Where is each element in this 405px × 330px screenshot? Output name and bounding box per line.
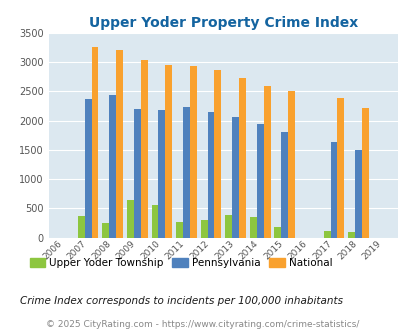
Text: Crime Index corresponds to incidents per 100,000 inhabitants: Crime Index corresponds to incidents per…: [20, 296, 343, 306]
Bar: [249, 217, 256, 238]
Bar: [225, 215, 232, 238]
Bar: [274, 227, 281, 238]
Bar: [281, 132, 288, 238]
Bar: [288, 91, 294, 238]
Bar: [200, 220, 207, 238]
Bar: [232, 117, 239, 238]
Bar: [239, 78, 245, 238]
Bar: [183, 107, 190, 238]
Bar: [256, 124, 263, 238]
Bar: [102, 223, 109, 238]
Bar: [141, 60, 147, 238]
Text: © 2025 CityRating.com - https://www.cityrating.com/crime-statistics/: © 2025 CityRating.com - https://www.city…: [46, 320, 359, 329]
Bar: [165, 65, 172, 238]
Bar: [158, 111, 165, 238]
Bar: [347, 232, 354, 238]
Bar: [127, 200, 134, 238]
Bar: [330, 142, 337, 238]
Bar: [207, 112, 214, 238]
Title: Upper Yoder Property Crime Index: Upper Yoder Property Crime Index: [88, 16, 357, 30]
Legend: Upper Yoder Township, Pennsylvania, National: Upper Yoder Township, Pennsylvania, Nati…: [26, 253, 336, 272]
Bar: [190, 66, 196, 238]
Bar: [354, 150, 361, 238]
Bar: [91, 47, 98, 238]
Bar: [134, 109, 141, 238]
Bar: [263, 85, 270, 238]
Bar: [323, 231, 330, 238]
Bar: [361, 109, 368, 238]
Bar: [109, 95, 116, 238]
Bar: [337, 98, 343, 238]
Bar: [84, 99, 91, 238]
Bar: [77, 216, 84, 238]
Bar: [176, 222, 183, 238]
Bar: [116, 50, 123, 238]
Bar: [214, 70, 221, 238]
Bar: [151, 205, 158, 238]
